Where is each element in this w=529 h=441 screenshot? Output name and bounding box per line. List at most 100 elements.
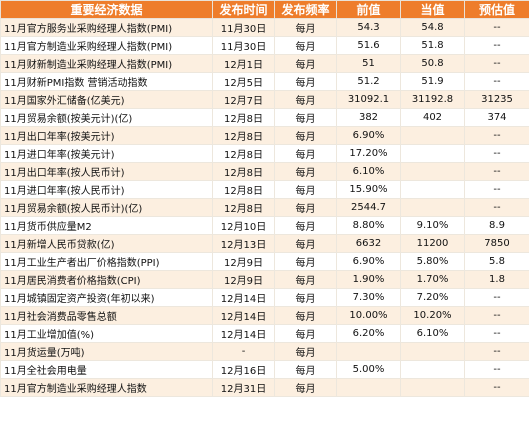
estimate-value-cell: -- — [464, 180, 529, 199]
release-time-cell: 12月14日 — [212, 324, 275, 343]
table-row: 11月国家外汇储备(亿美元) 12月7日 每月 31092.1 31192.8 31235 — [0, 90, 529, 109]
release-time-cell: 12月8日 — [212, 198, 275, 217]
indicator-name-cell: 11月进口年率(按美元计) — [0, 144, 213, 163]
indicator-name-cell: 11月居民消费者价格指数(CPI) — [0, 270, 213, 289]
table-row: 11月全社会用电量 12月16日 每月 5.00% -- — [0, 360, 529, 379]
indicator-name-cell: 11月贸易余额(按美元计)(亿) — [0, 108, 213, 127]
economic-data-table: 重要经济数据 发布时间 发布频率 前值 当值 预估值 11月官方服务业采购经理人… — [0, 0, 529, 397]
current-value-cell: 50.8 — [400, 54, 465, 73]
indicator-name-cell: 11月财新制造业采购经理人指数(PMI) — [0, 54, 213, 73]
current-value-cell: 11200 — [400, 234, 465, 253]
table-row: 11月官方服务业采购经理人指数(PMI) 11月30日 每月 54.3 54.8 -- — [0, 18, 529, 37]
release-frequency-cell: 每月 — [274, 306, 337, 325]
release-frequency-cell: 每月 — [274, 378, 337, 397]
indicator-name-cell: 11月官方制造业采购经理人指数 — [0, 378, 213, 397]
current-value-cell: 9.10% — [400, 216, 465, 235]
release-frequency-cell: 每月 — [274, 216, 337, 235]
previous-value-cell: 5.00% — [336, 360, 401, 379]
previous-value-cell: 2544.7 — [336, 198, 401, 217]
release-frequency-cell: 每月 — [274, 90, 337, 109]
table-row: 11月财新PMI指数 营销活动指数 12月5日 每月 51.2 51.9 -- — [0, 72, 529, 91]
estimate-value-cell: -- — [464, 360, 529, 379]
previous-value-cell: 6.90% — [336, 252, 401, 271]
indicator-name-cell: 11月货运量(万吨) — [0, 342, 213, 361]
estimate-value-cell: -- — [464, 306, 529, 325]
table-row: 11月货运量(万吨) - 每月 -- — [0, 342, 529, 361]
header-release-time: 发布时间 — [212, 0, 275, 19]
current-value-cell: 402 — [400, 108, 465, 127]
release-frequency-cell: 每月 — [274, 108, 337, 127]
table-row: 11月进口年率(按美元计) 12月8日 每月 17.20% -- — [0, 144, 529, 163]
table-row: 11月居民消费者价格指数(CPI) 12月9日 每月 1.90% 1.70% 1.8 — [0, 270, 529, 289]
table-row: 11月官方制造业采购经理人指数(PMI) 11月30日 每月 51.6 51.8 -- — [0, 36, 529, 55]
release-time-cell: 12月1日 — [212, 54, 275, 73]
estimate-value-cell: 31235 — [464, 90, 529, 109]
estimate-value-cell: 1.8 — [464, 270, 529, 289]
release-time-cell: 12月5日 — [212, 72, 275, 91]
table-row: 11月进口年率(按人民币计) 12月8日 每月 15.90% -- — [0, 180, 529, 199]
indicator-name-cell: 11月官方服务业采购经理人指数(PMI) — [0, 18, 213, 37]
estimate-value-cell: 7850 — [464, 234, 529, 253]
estimate-value-cell: -- — [464, 54, 529, 73]
header-current-value: 当值 — [400, 0, 465, 19]
current-value-cell: 1.70% — [400, 270, 465, 289]
current-value-cell — [400, 144, 465, 163]
indicator-name-cell: 11月新增人民币贷款(亿) — [0, 234, 213, 253]
current-value-cell — [400, 198, 465, 217]
release-time-cell: 12月8日 — [212, 126, 275, 145]
release-time-cell: 12月14日 — [212, 288, 275, 307]
table-row: 11月财新制造业采购经理人指数(PMI) 12月1日 每月 51 50.8 -- — [0, 54, 529, 73]
current-value-cell: 31192.8 — [400, 90, 465, 109]
indicator-name-cell: 11月官方制造业采购经理人指数(PMI) — [0, 36, 213, 55]
indicator-name-cell: 11月城镇固定资产投资(年初以来) — [0, 288, 213, 307]
release-frequency-cell: 每月 — [274, 162, 337, 181]
current-value-cell — [400, 378, 465, 397]
table-row: 11月社会消费品零售总额 12月14日 每月 10.00% 10.20% -- — [0, 306, 529, 325]
indicator-name-cell: 11月工业生产者出厂价格指数(PPI) — [0, 252, 213, 271]
indicator-name-cell: 11月工业增加值(%) — [0, 324, 213, 343]
estimate-value-cell: -- — [464, 324, 529, 343]
release-frequency-cell: 每月 — [274, 36, 337, 55]
table-row: 11月工业生产者出厂价格指数(PPI) 12月9日 每月 6.90% 5.80% 5.8 — [0, 252, 529, 271]
table-row: 11月出口年率(按美元计) 12月8日 每月 6.90% -- — [0, 126, 529, 145]
estimate-value-cell: -- — [464, 72, 529, 91]
release-time-cell: 12月8日 — [212, 180, 275, 199]
current-value-cell — [400, 360, 465, 379]
current-value-cell — [400, 162, 465, 181]
estimate-value-cell: -- — [464, 342, 529, 361]
indicator-name-cell: 11月出口年率(按美元计) — [0, 126, 213, 145]
estimate-value-cell: 5.8 — [464, 252, 529, 271]
release-frequency-cell: 每月 — [274, 360, 337, 379]
previous-value-cell: 31092.1 — [336, 90, 401, 109]
release-frequency-cell: 每月 — [274, 144, 337, 163]
previous-value-cell: 7.30% — [336, 288, 401, 307]
previous-value-cell: 382 — [336, 108, 401, 127]
estimate-value-cell: -- — [464, 126, 529, 145]
release-time-cell: 12月8日 — [212, 144, 275, 163]
previous-value-cell: 8.80% — [336, 216, 401, 235]
release-frequency-cell: 每月 — [274, 234, 337, 253]
estimate-value-cell: -- — [464, 288, 529, 307]
current-value-cell: 54.8 — [400, 18, 465, 37]
estimate-value-cell: -- — [464, 162, 529, 181]
release-time-cell: 12月7日 — [212, 90, 275, 109]
current-value-cell — [400, 342, 465, 361]
release-time-cell: - — [212, 342, 275, 361]
release-time-cell: 12月31日 — [212, 378, 275, 397]
indicator-name-cell: 11月社会消费品零售总额 — [0, 306, 213, 325]
previous-value-cell: 6.20% — [336, 324, 401, 343]
header-release-frequency: 发布频率 — [274, 0, 337, 19]
table-row: 11月出口年率(按人民币计) 12月8日 每月 6.10% -- — [0, 162, 529, 181]
table-row: 11月工业增加值(%) 12月14日 每月 6.20% 6.10% -- — [0, 324, 529, 343]
table-row: 11月贸易余额(按人民币计)(亿) 12月8日 每月 2544.7 -- — [0, 198, 529, 217]
estimate-value-cell: -- — [464, 18, 529, 37]
header-previous-value: 前值 — [336, 0, 401, 19]
current-value-cell — [400, 126, 465, 145]
table-row: 11月贸易余额(按美元计)(亿) 12月8日 每月 382 402 374 — [0, 108, 529, 127]
indicator-name-cell: 11月贸易余额(按人民币计)(亿) — [0, 198, 213, 217]
release-frequency-cell: 每月 — [274, 54, 337, 73]
release-time-cell: 12月9日 — [212, 252, 275, 271]
release-time-cell: 12月14日 — [212, 306, 275, 325]
release-frequency-cell: 每月 — [274, 324, 337, 343]
estimate-value-cell: -- — [464, 144, 529, 163]
